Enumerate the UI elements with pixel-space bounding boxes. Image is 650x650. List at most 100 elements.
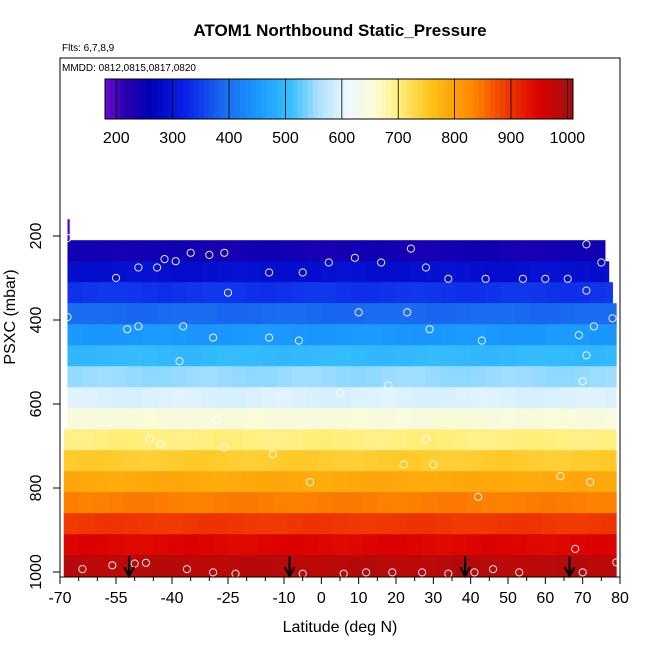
heatmap-cell bbox=[336, 345, 352, 367]
heatmap-cell bbox=[560, 408, 576, 430]
heatmap-cell bbox=[530, 408, 546, 430]
heatmap-cell bbox=[381, 345, 397, 367]
heatmap-cell bbox=[500, 387, 516, 409]
heatmap-cell bbox=[321, 324, 337, 346]
heatmap-cell bbox=[186, 345, 203, 367]
heatmap-cell bbox=[67, 261, 83, 283]
heatmap-cell bbox=[302, 513, 318, 535]
heatmap-cell bbox=[183, 513, 199, 535]
heatmap-cell bbox=[437, 429, 453, 451]
heatmap-cell bbox=[485, 303, 501, 325]
observation-point bbox=[108, 561, 117, 570]
colorbar-segment bbox=[365, 79, 371, 119]
heatmap-cell bbox=[481, 492, 498, 514]
colorbar-segment bbox=[510, 79, 517, 119]
heatmap-cell bbox=[138, 450, 154, 472]
heatmap-cell bbox=[351, 240, 367, 262]
observation-point bbox=[477, 336, 486, 345]
heatmap-cell bbox=[425, 240, 442, 262]
heatmap-cell bbox=[362, 492, 378, 514]
heatmap-cell bbox=[168, 555, 184, 577]
heatmap-cell bbox=[231, 408, 248, 430]
colorbar-segment bbox=[136, 79, 142, 119]
heatmap-cell bbox=[246, 240, 262, 262]
heatmap-cell bbox=[321, 345, 337, 367]
heatmap-cell bbox=[481, 471, 498, 493]
x-tick-label: 60 bbox=[536, 590, 554, 607]
heatmap-cell bbox=[437, 492, 453, 514]
observation-point bbox=[171, 257, 180, 266]
observation-point bbox=[563, 274, 572, 283]
observation-point bbox=[421, 434, 430, 443]
heatmap-cell bbox=[291, 408, 307, 430]
heatmap-cell bbox=[82, 324, 98, 346]
observation-point bbox=[444, 274, 453, 283]
heatmap-cell bbox=[183, 429, 199, 451]
observation-point bbox=[567, 410, 576, 419]
colorbar-segment bbox=[515, 79, 522, 119]
colorbar-segment bbox=[198, 79, 205, 119]
observation-point bbox=[406, 244, 415, 253]
observation-point bbox=[182, 565, 191, 574]
heatmap-cell bbox=[216, 240, 233, 262]
heatmap-cell bbox=[127, 366, 143, 388]
heatmap-cell bbox=[560, 324, 576, 346]
heatmap-cell bbox=[437, 513, 453, 535]
heatmap-cell bbox=[362, 534, 378, 556]
heatmap-cell bbox=[302, 534, 318, 556]
heatmap-cell bbox=[410, 282, 427, 304]
heatmap-cell bbox=[545, 303, 561, 325]
colorbar-segment bbox=[458, 79, 465, 119]
colorbar-segment bbox=[547, 79, 553, 119]
heatmap-cell bbox=[455, 324, 472, 346]
heatmap-cell bbox=[586, 555, 602, 577]
heatmap-cell bbox=[590, 240, 606, 262]
y-tick-label: 400 bbox=[28, 307, 45, 334]
x-tick-label: -25 bbox=[216, 590, 239, 607]
heatmap-cell bbox=[407, 429, 423, 451]
heatmap-cell bbox=[410, 408, 427, 430]
heatmap-cell bbox=[276, 345, 292, 367]
heatmap-cell bbox=[590, 303, 606, 325]
observation-point bbox=[571, 544, 580, 554]
observation-point bbox=[388, 568, 397, 577]
heatmap-cell bbox=[440, 408, 457, 430]
heatmap-cell bbox=[500, 261, 516, 283]
heatmap-cell bbox=[575, 261, 591, 283]
heatmap-cell bbox=[157, 324, 173, 346]
heatmap-cell bbox=[231, 282, 248, 304]
heatmap-cell bbox=[545, 240, 561, 262]
heatmap-cell bbox=[481, 555, 498, 577]
heatmap-cell bbox=[470, 303, 486, 325]
heatmap-cell bbox=[261, 324, 277, 346]
observation-point bbox=[335, 389, 345, 398]
heatmap-cell bbox=[201, 324, 218, 346]
observation-point bbox=[298, 268, 307, 277]
heatmap-cell bbox=[276, 324, 292, 346]
heatmap-cell bbox=[261, 261, 277, 283]
heatmap-cell bbox=[425, 345, 442, 367]
heatmap-cell bbox=[515, 366, 531, 388]
heatmap-cell bbox=[321, 282, 337, 304]
heatmap-cell bbox=[366, 282, 382, 304]
observation-point bbox=[421, 263, 430, 272]
heatmap-cell bbox=[396, 240, 412, 262]
colorbar-segment bbox=[203, 79, 210, 119]
observation-point bbox=[130, 559, 139, 568]
heatmap-cell bbox=[422, 492, 438, 514]
heatmap-cell bbox=[541, 492, 557, 514]
heatmap-cell bbox=[336, 261, 352, 283]
heatmap-cell bbox=[67, 345, 83, 367]
heatmap-cell bbox=[407, 450, 423, 472]
heatmap-cell bbox=[332, 429, 348, 451]
colorbar-tick-label: 900 bbox=[498, 130, 525, 147]
observation-point bbox=[52, 561, 61, 570]
heatmap-cell bbox=[108, 471, 124, 493]
heatmap-cell bbox=[67, 408, 83, 430]
heatmap-cell bbox=[437, 450, 453, 472]
heatmap-cell bbox=[556, 450, 572, 472]
heatmap-cell bbox=[93, 555, 109, 577]
heatmap-cell bbox=[351, 303, 367, 325]
heatmap-cell bbox=[590, 408, 606, 430]
heatmap-cell bbox=[82, 240, 98, 262]
